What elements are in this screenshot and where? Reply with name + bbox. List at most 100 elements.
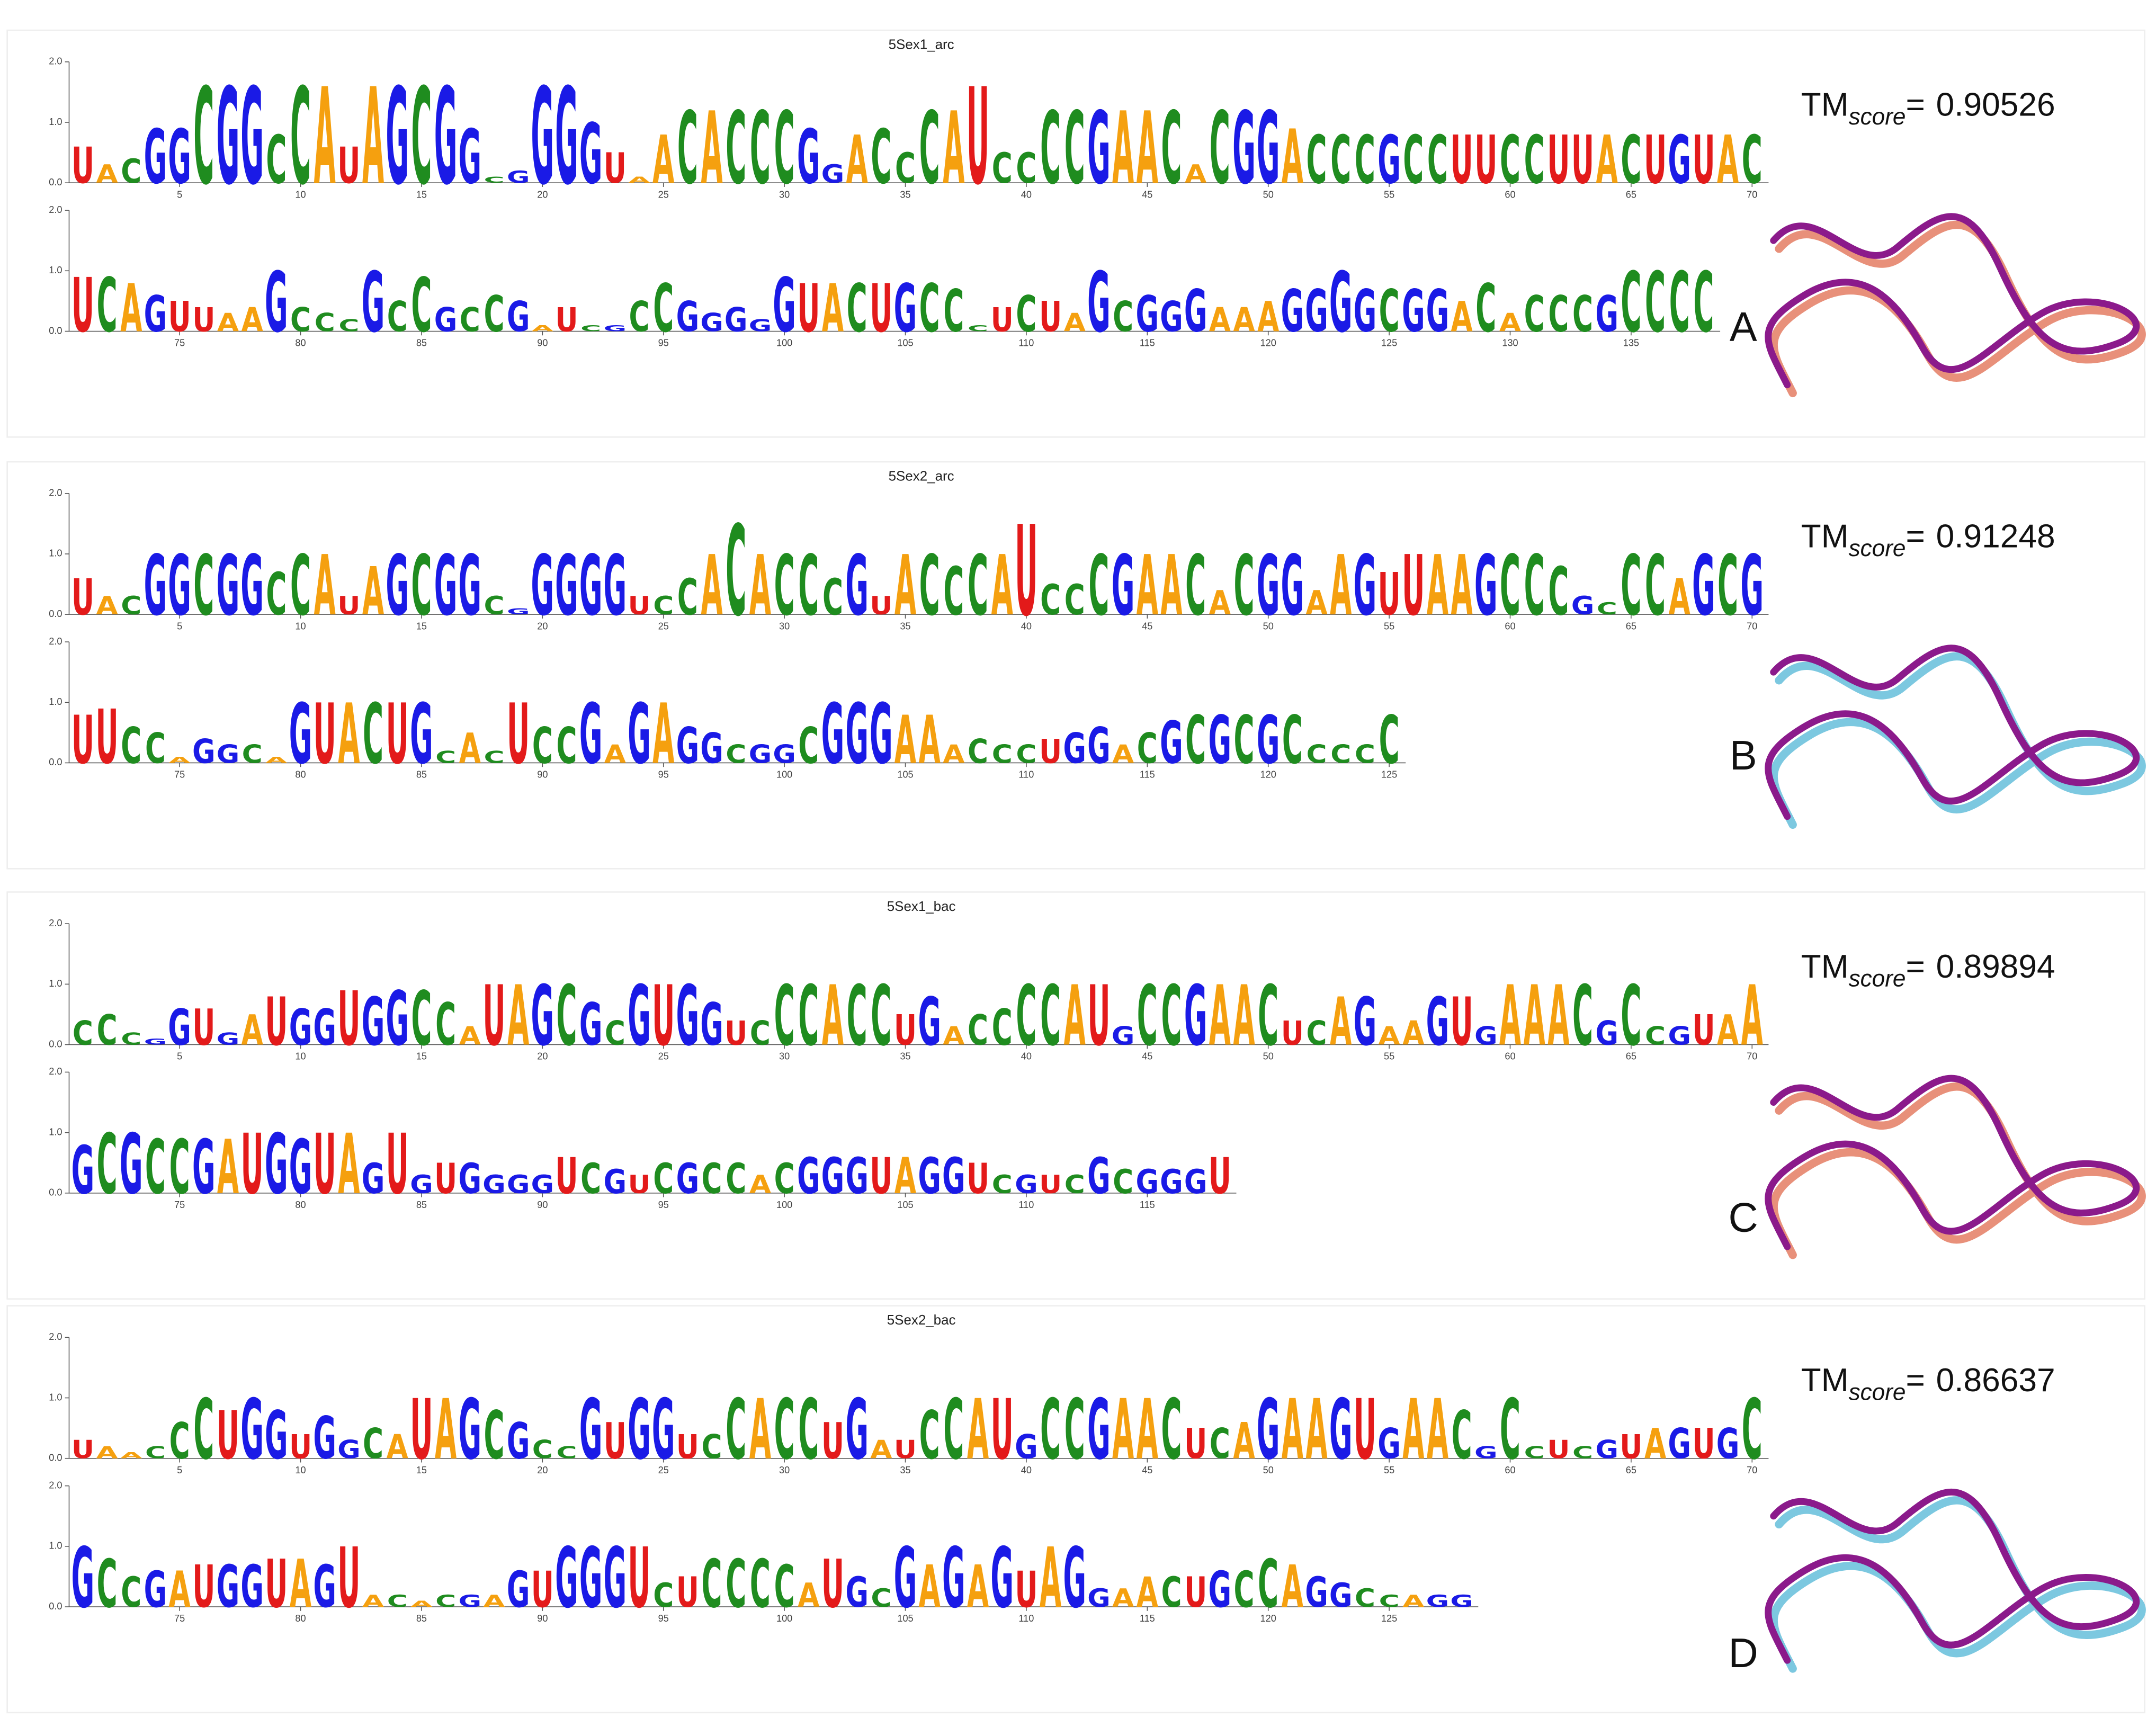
panel-title: 5Sex1_bac	[887, 899, 956, 914]
logo-letter: G	[1087, 255, 1111, 351]
logo-letter: C	[363, 1420, 383, 1468]
logo-letter: U	[555, 1147, 578, 1204]
logo-letter: G	[120, 1116, 143, 1213]
logo-letter: A	[217, 308, 239, 337]
logo-letter: G	[289, 998, 312, 1056]
logo-letter: C	[677, 91, 698, 207]
logo-letter: A	[217, 1124, 239, 1211]
logo-letter: C	[1621, 121, 1641, 199]
logo-letter: A	[798, 1576, 819, 1615]
logo-letter: C	[315, 308, 335, 337]
logo-letter: G	[1112, 538, 1135, 634]
logo-letter: G	[1450, 1591, 1473, 1611]
logo-letter: C	[193, 1382, 214, 1478]
logo-letter: G	[507, 1170, 530, 1199]
x-tick-label: 65	[1626, 621, 1636, 631]
logo-letter: C	[121, 1030, 141, 1049]
logo-letter: A	[1402, 1591, 1424, 1611]
logo-letter: U	[96, 694, 119, 781]
tm-subscript: score	[1849, 965, 1906, 991]
x-tick-label: 20	[537, 621, 548, 631]
panel-frame	[6, 1305, 2145, 1714]
tm-score: TMscore= 0.86637	[1801, 1362, 2055, 1405]
logo-letter: U	[967, 60, 989, 214]
logo-letter: U	[71, 1435, 94, 1464]
logo-letter: C	[1548, 285, 1569, 343]
logo-letter: A	[1112, 1382, 1134, 1478]
x-tick-label: 10	[295, 1051, 306, 1062]
logo-letter: A	[1451, 293, 1473, 341]
logo-letter: G	[1257, 1382, 1280, 1478]
logo-letter: C	[919, 1397, 940, 1474]
logo-letter: U	[314, 1116, 336, 1213]
logo-letter: G	[1377, 1420, 1401, 1468]
logo-letter: A	[1499, 308, 1521, 337]
logo-letter: C	[1161, 91, 1182, 207]
x-tick-label: 15	[416, 1051, 427, 1062]
x-tick-label: 80	[295, 1613, 306, 1624]
logo-letter: A	[241, 300, 263, 339]
logo-letter: A	[1330, 983, 1352, 1061]
logo-letter: G	[773, 263, 796, 350]
logo-letter: C	[798, 538, 819, 634]
logo-letter: G	[942, 1147, 965, 1204]
logo-letter: U	[71, 137, 94, 194]
logo-letter: G	[144, 1037, 167, 1047]
logo-letter: C	[290, 538, 311, 634]
x-tick-label: 125	[1381, 338, 1397, 348]
logo-letter: G	[1595, 1014, 1618, 1052]
logo-letter: U	[724, 1014, 747, 1052]
logo-letter: U	[337, 137, 360, 194]
logo-letter: G	[168, 114, 191, 201]
logo-letter: U	[1474, 121, 1497, 199]
logo-letter: G	[240, 1554, 264, 1621]
logo-letter: G	[1281, 278, 1304, 345]
logo-letter: C	[1524, 285, 1545, 343]
x-tick-label: 85	[416, 769, 427, 780]
logo-letter: G	[217, 60, 240, 214]
y-tick-label: 0.0	[49, 1453, 62, 1463]
logo-letter: U	[628, 591, 650, 620]
logo-letter: C	[1088, 538, 1109, 634]
x-tick-label: 25	[658, 189, 669, 200]
logo-letter: C	[1500, 538, 1520, 634]
logo-letter: C	[1185, 702, 1206, 779]
x-tick-label: 115	[1140, 1200, 1155, 1210]
logo-letter: C	[653, 1155, 674, 1203]
logo-letter: C	[484, 175, 504, 185]
logo-letter: U	[482, 968, 505, 1064]
logo-letter: A	[967, 1382, 989, 1478]
logo-letter: C	[338, 316, 359, 336]
logo-letter: C	[798, 968, 819, 1064]
logo-letter: U	[1184, 1569, 1207, 1617]
panel-label: D	[1729, 1631, 1758, 1676]
logo-letter: G	[144, 114, 167, 201]
logo-letter: C	[1355, 1583, 1375, 1613]
logo-letter: G	[1135, 285, 1159, 343]
x-tick-label: 95	[658, 1200, 669, 1210]
logo-letter: G	[1087, 1147, 1111, 1204]
logo-letter: U	[967, 1155, 989, 1203]
logo-letter: A	[943, 1022, 964, 1051]
logo-letter: C	[193, 60, 214, 214]
x-tick-label: 50	[1263, 189, 1274, 200]
x-tick-label: 75	[174, 769, 185, 780]
logo-letter: A	[1427, 538, 1448, 634]
logo-letter: G	[1135, 1162, 1159, 1201]
logo-letter: C	[1427, 121, 1448, 199]
x-tick-label: 100	[776, 338, 792, 348]
logo-letter: A	[1282, 114, 1303, 201]
x-tick-label: 30	[779, 621, 790, 631]
logo-letter: C	[1548, 553, 1569, 630]
logo-letter: G	[217, 538, 240, 634]
x-tick-label: 95	[658, 769, 669, 780]
panel-label: B	[1730, 733, 1757, 778]
logo-letter: C	[1282, 702, 1303, 779]
logo-letter: C	[580, 324, 601, 334]
x-tick-label: 30	[779, 1051, 790, 1062]
x-tick-label: 40	[1021, 1465, 1032, 1475]
logo-letter: A	[387, 1428, 408, 1466]
x-tick-label: 125	[1381, 1613, 1397, 1624]
tm-equals: =	[1905, 518, 1925, 555]
x-tick-label: 50	[1263, 1465, 1274, 1475]
